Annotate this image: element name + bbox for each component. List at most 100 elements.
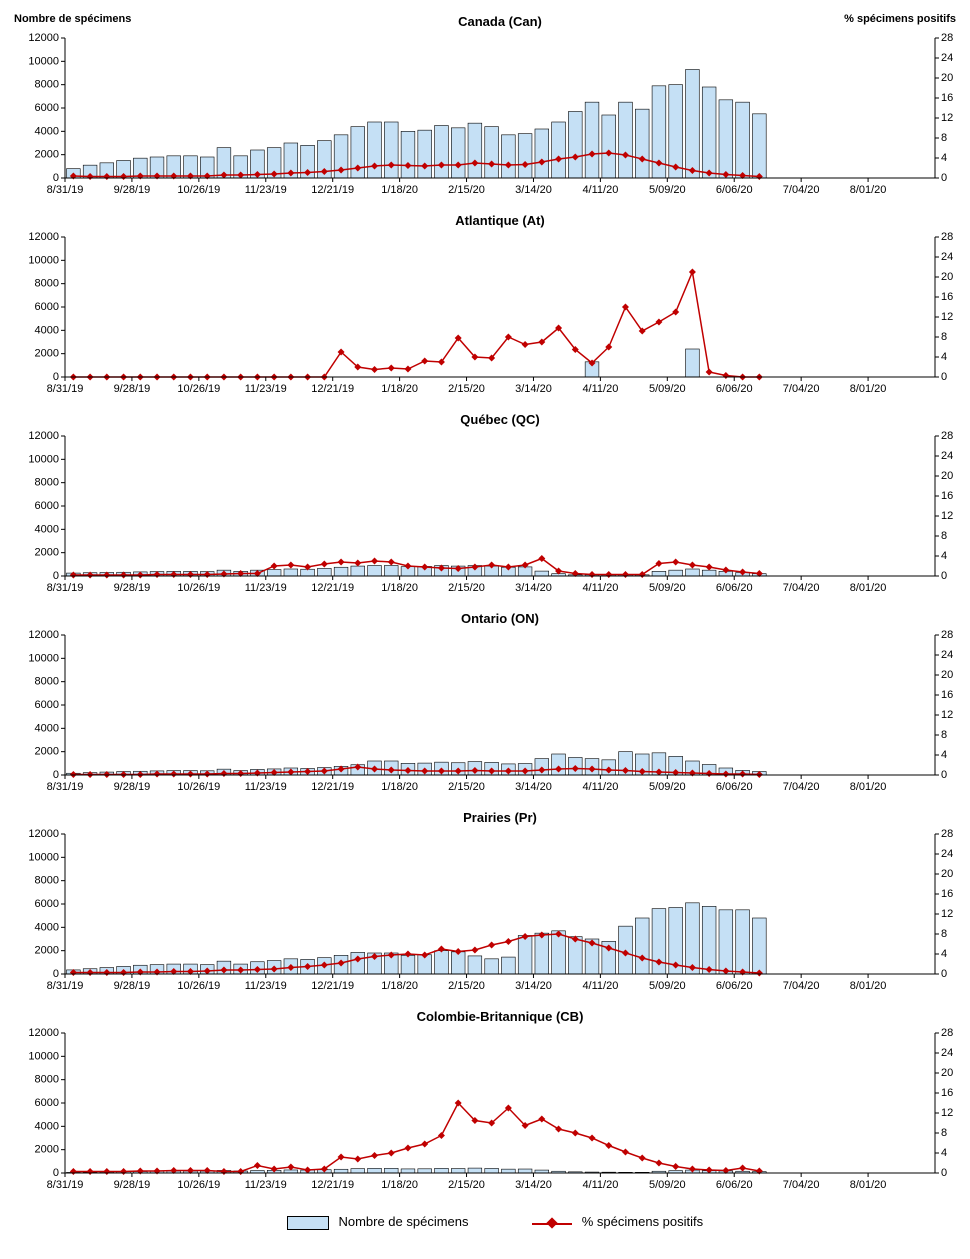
y2-tick-label: 12: [941, 709, 953, 721]
x-tick-label: 11/23/19: [245, 1179, 287, 1191]
x-tick-label: 11/23/19: [245, 184, 287, 196]
bar: [602, 115, 616, 178]
y2-tick-label: 4: [941, 550, 947, 562]
chart-title: Colombie-Britannique (CB): [417, 1009, 584, 1024]
line-marker: [555, 1126, 562, 1133]
line-marker: [371, 1152, 378, 1159]
y1-tick-label: 6000: [35, 500, 59, 512]
bar: [736, 910, 750, 974]
x-tick-label: 8/01/20: [850, 582, 887, 594]
line-marker: [70, 572, 77, 579]
chart-svg: Atlantique (At)0200040006000800010000120…: [10, 209, 960, 399]
bar: [485, 1168, 499, 1173]
bar: [635, 109, 649, 178]
x-tick-label: 4/11/20: [582, 980, 618, 992]
x-tick-label: 8/31/19: [47, 1179, 84, 1191]
line-marker: [538, 1116, 545, 1123]
bar: [351, 566, 365, 576]
x-tick-label: 9/28/19: [114, 980, 151, 992]
y2-axis-title: % spécimens positifs: [844, 13, 956, 25]
x-tick-label: 6/06/20: [716, 1179, 753, 1191]
bar: [502, 957, 516, 974]
x-tick-label: 2/15/20: [448, 980, 485, 992]
legend-label-line: % spécimens positifs: [582, 1214, 703, 1229]
chart-panel: Québec (QC)02000400060008000100001200004…: [10, 408, 970, 603]
x-tick-label: 3/14/20: [515, 184, 552, 196]
line-marker: [655, 319, 662, 326]
y2-tick-label: 28: [941, 629, 953, 641]
x-tick-label: 12/21/19: [311, 1179, 354, 1191]
y1-tick-label: 2000: [35, 945, 59, 957]
bar: [334, 567, 348, 576]
y1-tick-label: 8000: [35, 477, 59, 489]
chart-svg: Québec (QC)02000400060008000100001200004…: [10, 408, 960, 598]
bar: [535, 933, 549, 974]
bar: [435, 951, 449, 974]
y2-tick-label: 20: [941, 1067, 953, 1079]
y1-tick-label: 6000: [35, 699, 59, 711]
x-tick-label: 10/26/19: [177, 383, 220, 395]
y2-tick-label: 8: [941, 132, 947, 144]
line-marker: [522, 341, 529, 348]
bar: [502, 1169, 516, 1173]
bar: [502, 135, 516, 178]
y1-tick-label: 12000: [28, 32, 59, 44]
y1-tick-label: 12000: [28, 828, 59, 840]
y2-tick-label: 28: [941, 231, 953, 243]
x-tick-label: 5/09/20: [649, 980, 686, 992]
bar: [384, 1168, 398, 1173]
line-marker: [421, 358, 428, 365]
bar: [401, 131, 415, 178]
x-tick-label: 7/04/20: [783, 582, 820, 594]
x-tick-label: 11/23/19: [245, 980, 287, 992]
x-tick-label: 11/23/19: [245, 582, 287, 594]
line-marker: [287, 1164, 294, 1171]
bar: [686, 70, 700, 179]
y2-tick-label: 0: [941, 570, 947, 582]
bar: [351, 1169, 365, 1173]
y1-tick-label: 10000: [28, 851, 59, 863]
x-tick-label: 8/01/20: [850, 781, 887, 793]
y2-tick-label: 24: [941, 848, 953, 860]
x-tick-label: 7/04/20: [783, 980, 820, 992]
y1-tick-label: 8000: [35, 875, 59, 887]
y2-tick-label: 8: [941, 1127, 947, 1139]
y2-tick-label: 20: [941, 669, 953, 681]
x-tick-label: 5/09/20: [649, 184, 686, 196]
y1-tick-label: 4000: [35, 1120, 59, 1132]
y1-tick-label: 10000: [28, 55, 59, 67]
x-tick-label: 1/18/20: [381, 781, 418, 793]
line-marker: [589, 1135, 596, 1142]
y2-tick-label: 28: [941, 1027, 953, 1039]
chart-svg: Prairies (Pr)020004000600080001000012000…: [10, 806, 960, 996]
bar: [652, 571, 666, 576]
line-marker: [388, 1150, 395, 1157]
chart-title: Canada (Can): [458, 14, 542, 29]
x-tick-label: 9/28/19: [114, 781, 151, 793]
x-tick-label: 4/11/20: [582, 184, 618, 196]
y1-tick-label: 2000: [35, 547, 59, 559]
chart-title: Atlantique (At): [455, 213, 545, 228]
y2-tick-label: 24: [941, 251, 953, 263]
bar: [702, 87, 716, 178]
bar: [368, 1168, 382, 1173]
y2-tick-label: 4: [941, 351, 947, 363]
line-marker: [622, 571, 629, 578]
x-tick-label: 3/14/20: [515, 1179, 552, 1191]
bar: [518, 134, 532, 178]
x-tick-label: 7/04/20: [783, 184, 820, 196]
line-marker: [572, 1130, 579, 1137]
chart-panel: Atlantique (At)0200040006000800010000120…: [10, 209, 970, 404]
y2-tick-label: 16: [941, 689, 953, 701]
x-tick-label: 5/09/20: [649, 383, 686, 395]
y2-tick-label: 24: [941, 649, 953, 661]
line-marker: [706, 369, 713, 376]
y1-tick-label: 4000: [35, 921, 59, 933]
y1-tick-label: 12000: [28, 430, 59, 442]
line-marker: [388, 365, 395, 372]
x-tick-label: 2/15/20: [448, 184, 485, 196]
y1-tick-label: 0: [53, 968, 59, 980]
bar: [686, 569, 700, 576]
y1-tick-label: 10000: [28, 652, 59, 664]
bar: [384, 122, 398, 178]
